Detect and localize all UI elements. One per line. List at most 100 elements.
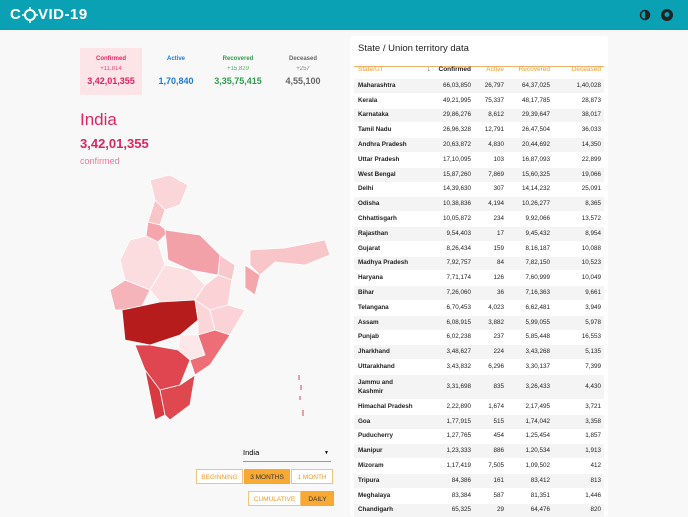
column-header[interactable]: Recovered [518, 66, 550, 73]
cell-value: 17,10,095 [442, 155, 471, 163]
cell-value: 7,92,757 [446, 259, 471, 267]
state-name: Tripura [358, 476, 380, 484]
cell-value: 9,92,066 [525, 215, 550, 223]
state-name: Himachal Pradesh [358, 402, 413, 410]
table-row[interactable]: Uttarakhand 3,43,832 6,296 3,30,137 7,399 [354, 360, 604, 374]
table-row[interactable]: Tripura 84,386 161 83,412 813 [354, 474, 604, 488]
table-row[interactable]: Maharashtra 66,03,850 26,797 64,37,025 1,40,… [354, 79, 604, 93]
map-region[interactable] [244, 264, 261, 296]
cell-value: 5,85,448 [525, 333, 550, 341]
state-name: Jammu and Kashmir [358, 379, 393, 395]
cell-value: 75,337 [484, 96, 504, 104]
cell-value: 9,661 [585, 289, 601, 297]
mode-button[interactable]: DAILY [301, 491, 334, 506]
map-region[interactable] [189, 329, 231, 376]
table-row[interactable]: Rajasthan 9,54,403 17 9,45,432 8,954 [354, 227, 604, 241]
region-select[interactable]: India ▼ [243, 448, 331, 462]
range-button[interactable]: 3 MONTHS [244, 469, 290, 484]
select-value: India [243, 448, 260, 457]
table-row[interactable]: Delhi 14,39,630 307 14,14,232 25,091 [354, 182, 604, 197]
column-header[interactable]: State/UT [358, 66, 384, 73]
state-name: Madhya Pradesh [358, 259, 409, 267]
stat-card[interactable]: Recovered +15,829 3,35,75,415 [207, 48, 269, 95]
table-row[interactable]: Chhattisgarh 10,05,872 234 9,92,066 13,572 [354, 212, 604, 226]
table-row[interactable]: Mizoram 1,17,419 7,505 1,09,502 412 [354, 459, 604, 473]
column-header[interactable]: Confirmed [438, 66, 472, 73]
cell-value: 4,194 [488, 200, 504, 208]
mode-button[interactable]: CUMULATIVE [248, 491, 301, 506]
cell-value: 14,350 [581, 141, 601, 149]
table-row[interactable]: Uttar Pradesh 17,10,095 103 16,87,093 22,899 [354, 153, 604, 167]
column-header[interactable]: Active [486, 66, 504, 73]
table-row[interactable]: West Bengal 15,87,260 7,869 15,60,325 19,066 [354, 167, 604, 182]
cell-value: 307 [493, 185, 504, 193]
state-name: Telangana [358, 303, 389, 311]
table-row[interactable]: Haryana 7,71,174 126 7,60,999 10,049 [354, 271, 604, 286]
table-row[interactable]: Meghalaya 83,384 587 81,351 1,446 [354, 488, 604, 503]
table-row[interactable]: Manipur 1,23,333 886 1,20,534 1,913 [354, 444, 604, 459]
cell-value: 3,31,698 [446, 383, 471, 390]
stat-value: 4,55,100 [285, 76, 321, 86]
cell-value: 36 [496, 289, 504, 297]
map-region[interactable] [145, 221, 169, 243]
map-region[interactable] [159, 374, 196, 421]
table-row[interactable]: Goa 1,77,915 515 1,74,042 3,358 [354, 414, 604, 429]
cell-value: 1,674 [488, 402, 504, 410]
cell-value: 1,857 [585, 432, 601, 440]
cell-value: 7,16,363 [525, 289, 550, 297]
logo[interactable]: C [10, 6, 22, 23]
state-name: Goa [358, 417, 371, 425]
cell-value: 6,296 [488, 363, 504, 371]
stat-card[interactable]: Deceased +257 4,55,100 [272, 48, 334, 95]
cell-value: 161 [493, 476, 504, 484]
stat-delta: +11,814 [100, 66, 122, 72]
table-row[interactable]: Gujarat 8,26,434 159 8,16,187 10,088 [354, 241, 604, 256]
table-row[interactable]: Bihar 7,26,060 36 7,16,363 9,661 [354, 286, 604, 300]
map-region[interactable] [121, 299, 199, 346]
state-name: Jharkhand [358, 348, 390, 356]
table-row[interactable]: Assam 6,08,915 3,882 5,99,055 5,978 [354, 315, 604, 330]
table-row[interactable]: Chandigarh 65,325 29 64,476 820 [354, 503, 604, 517]
table-row[interactable]: Telangana 6,70,453 4,023 6,62,481 3,949 [354, 301, 604, 315]
state-name: Haryana [358, 274, 383, 282]
state-name: West Bengal [358, 170, 396, 178]
table-row[interactable]: Jharkhand 3,48,627 224 3,43,268 5,135 [354, 345, 604, 360]
cell-value: 1,74,042 [525, 417, 550, 425]
cell-value: 4,830 [488, 141, 504, 149]
table-row[interactable]: Tamil Nadu 26,96,328 12,791 26,47,504 36,033 [354, 123, 604, 138]
github-link[interactable] [661, 9, 673, 21]
logo[interactable]: VID-19 [38, 6, 88, 23]
column-header[interactable]: Deceased [571, 66, 601, 73]
cell-value: 22,899 [581, 155, 601, 163]
table-row[interactable]: Madhya Pradesh 7,92,757 84 7,82,150 10,523 [354, 256, 604, 271]
table-row[interactable]: Odisha 10,38,836 4,194 10,26,277 8,365 [354, 197, 604, 212]
stat-card[interactable]: Confirmed +11,814 3,42,01,355 [80, 48, 142, 95]
range-button[interactable]: 1 MONTH [291, 469, 333, 484]
cell-value: 7,26,060 [446, 289, 471, 297]
state-name: Rajasthan [358, 229, 389, 237]
map-region[interactable] [249, 239, 331, 276]
cell-value: 36,033 [581, 126, 601, 134]
stat-card[interactable]: Active 1,70,840 [145, 48, 207, 95]
table-row[interactable]: Punjab 6,02,238 237 5,85,448 16,553 [354, 330, 604, 345]
cell-value: 29,86,276 [442, 111, 471, 119]
theme-toggle[interactable] [639, 9, 651, 21]
cell-value: 49,21,995 [442, 96, 471, 104]
table-row[interactable]: Kerala 49,21,995 75,337 48,17,785 28,873 [354, 93, 604, 108]
stat-label: Active [166, 56, 185, 62]
table-row[interactable]: Karnataka 29,86,276 8,612 29,39,647 38,017 [354, 108, 604, 123]
range-button[interactable]: BEGINNING [196, 469, 243, 484]
cell-value: 17 [496, 229, 504, 237]
table-row[interactable]: Himachal Pradesh 2,22,890 1,674 2,17,495 3,7… [354, 400, 604, 414]
cell-value: 10,26,277 [521, 200, 550, 208]
cell-value: 7,399 [585, 363, 601, 371]
table-row[interactable]: Jammu and Kashmir 3,31,698 835 3,26,433 4,43… [354, 375, 604, 399]
cell-value: 83,384 [451, 491, 471, 499]
state-table: State / Union territory data State/UT Con… [350, 36, 608, 517]
table-row[interactable]: Andhra Pradesh 20,63,872 4,830 20,44,692 14,… [354, 138, 604, 152]
cell-value: 2,17,495 [525, 402, 550, 410]
cell-value: 7,71,174 [446, 274, 471, 282]
table-row[interactable]: Puducherry 1,27,765 454 1,25,454 1,857 [354, 429, 604, 444]
cell-value: 3,43,832 [446, 363, 471, 371]
map-region[interactable] [110, 279, 151, 311]
